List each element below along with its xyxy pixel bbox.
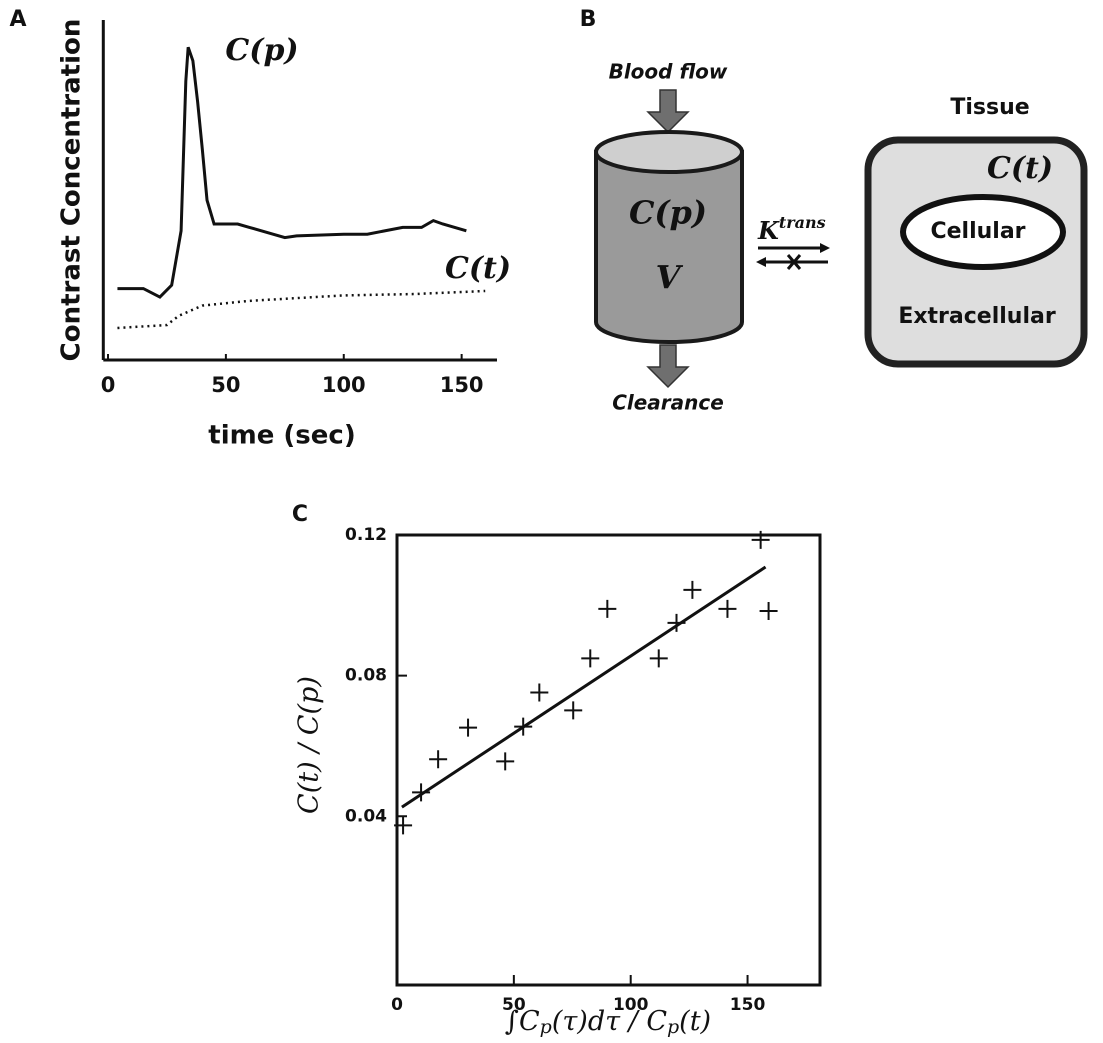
x-tick-label: 0 [391, 995, 403, 1015]
tissue-title: Tissue [950, 95, 1029, 120]
inflow-arrow [646, 89, 690, 134]
point [514, 717, 533, 736]
point [412, 783, 431, 802]
x-tick-label: 100 [613, 995, 649, 1015]
point [496, 752, 515, 771]
y-tick-label: 0.04 [345, 806, 387, 826]
point [459, 718, 478, 737]
point [394, 816, 413, 835]
x-title-part: (τ)dτ / C [552, 1006, 667, 1037]
vessel-body [594, 150, 744, 344]
volume-label: V [656, 259, 684, 297]
point [598, 599, 617, 618]
plasma-label: C(p) [629, 194, 707, 232]
x-tick-label: 50 [211, 373, 240, 397]
inflow-label: Blood flow [609, 60, 728, 84]
series-line [117, 289, 486, 330]
x-axis-title: time (sec) [208, 421, 355, 451]
rate-base: K [757, 216, 780, 245]
x-tick-label: 0 [101, 373, 116, 397]
series-label: C(p) [225, 33, 298, 68]
arrow-head [820, 243, 830, 253]
rate-label: Ktrans [757, 213, 826, 245]
vessel-top [594, 130, 744, 174]
fit-line [401, 565, 767, 809]
x-title-part: (t) [679, 1006, 711, 1037]
panel-letter: A [9, 7, 26, 32]
x-tick-label: 150 [440, 373, 484, 397]
arrow-head [756, 257, 766, 267]
point [649, 649, 668, 668]
y-tick-label: 0.08 [345, 666, 387, 686]
panel-letter: B [580, 7, 597, 32]
panel-letter: C [292, 502, 308, 527]
point [581, 649, 600, 668]
series-line [117, 46, 467, 299]
point [667, 613, 686, 632]
tissue-concentration: C(t) [987, 151, 1053, 186]
rate-superscript: trans [779, 213, 826, 232]
series-label: C(t) [445, 251, 511, 286]
x-title-subscript: p [667, 1016, 679, 1038]
point [759, 601, 778, 620]
y-axis-title: Contrast Concentration [57, 19, 87, 362]
point [751, 530, 770, 549]
blocked-mark [786, 254, 802, 270]
extracellular-label: Extracellular [898, 304, 1056, 329]
outflow-label: Clearance [612, 391, 724, 415]
point [429, 750, 448, 769]
y-tick-label: 0.12 [345, 525, 387, 545]
x-tick-label: 150 [730, 995, 766, 1015]
x-axis-title: ∫Cp(τ)dτ / Cp(t) [505, 1006, 711, 1039]
x-tick-label: 100 [322, 373, 366, 397]
point [530, 683, 549, 702]
y-axis-title: C(t) / C(p) [294, 676, 325, 814]
x-title-part: ∫C [505, 1006, 540, 1037]
point [683, 580, 702, 599]
x-title-subscript: p [540, 1016, 552, 1038]
diagram-b: B Blood flow C(p) V Clearance Ktrans Tis… [580, 7, 1088, 415]
outflow-arrow [646, 344, 690, 389]
plot-frame [395, 533, 822, 987]
cell [900, 194, 1066, 270]
x-tick-label: 50 [502, 995, 526, 1015]
point [564, 701, 583, 720]
point [718, 599, 737, 618]
cell-label: Cellular [930, 219, 1025, 244]
